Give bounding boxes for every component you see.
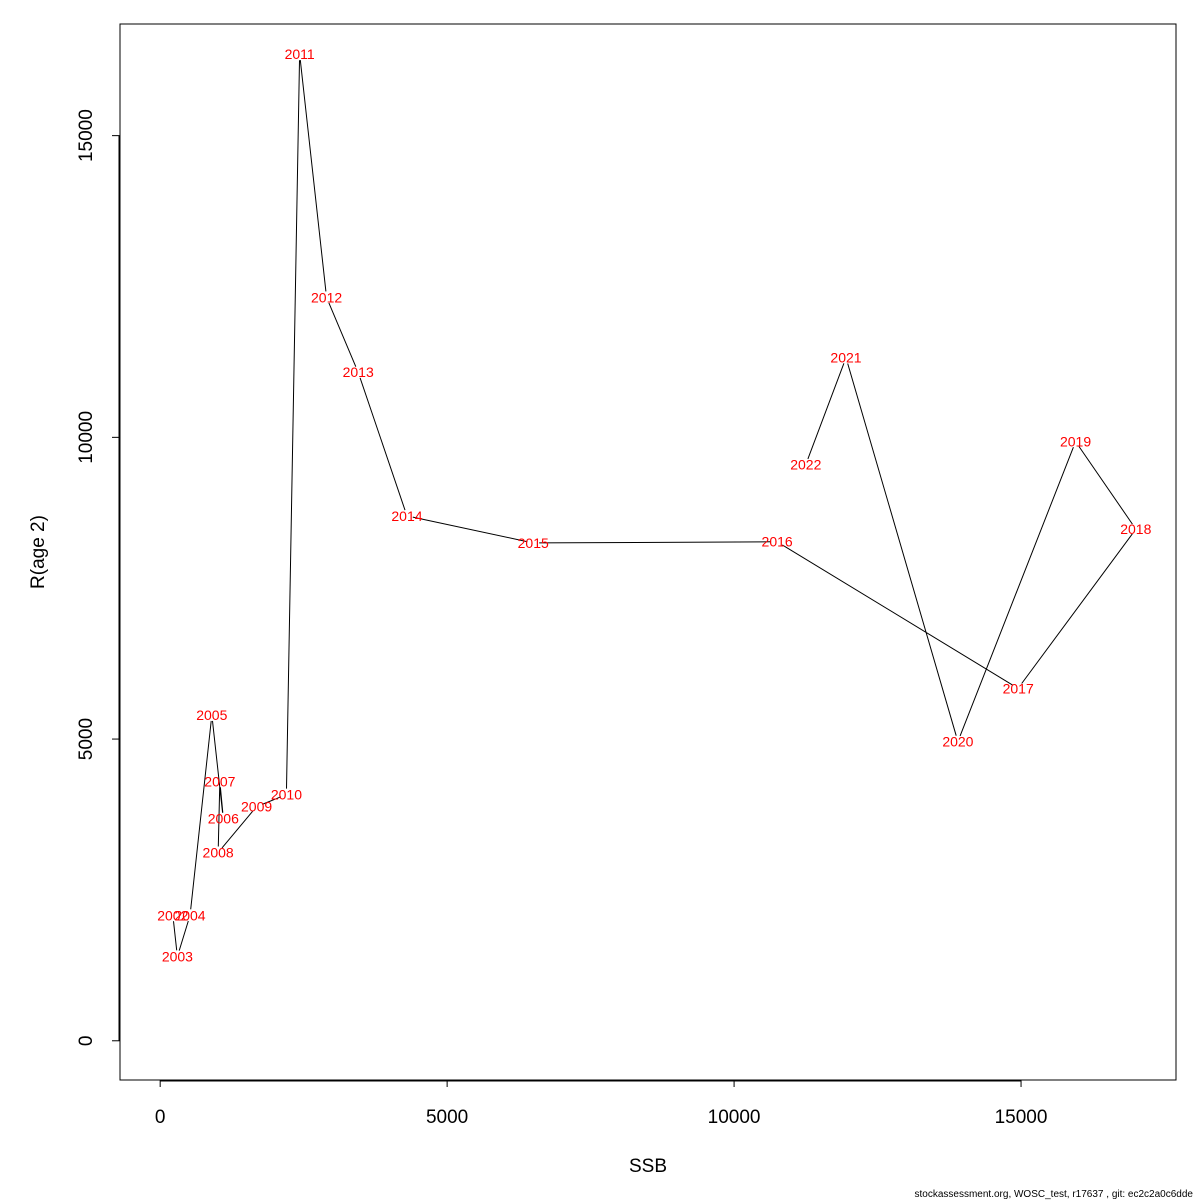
point-label-2005: 2005 <box>196 707 227 723</box>
y-tick-label: 15000 <box>76 109 97 162</box>
point-label-2015: 2015 <box>518 535 549 551</box>
series-line <box>173 60 1133 951</box>
point-label-2021: 2021 <box>830 350 861 366</box>
y-tick-label: 5000 <box>76 718 97 760</box>
point-label-2019: 2019 <box>1060 434 1091 450</box>
y-axis: 0 5000 10000 15000 <box>76 109 120 1046</box>
point-label-2012: 2012 <box>311 289 342 305</box>
point-label-2018: 2018 <box>1120 521 1151 537</box>
point-label-2002: 2002 <box>157 907 188 923</box>
point-label-2014: 2014 <box>391 508 422 524</box>
point-label-2016: 2016 <box>762 534 793 550</box>
x-axis: 0 5000 10000 15000 <box>155 1080 1048 1128</box>
point-label-2004: 2004 <box>174 907 205 923</box>
x-tick-label: 15000 <box>995 1107 1048 1128</box>
point-label-2009: 2009 <box>241 799 272 815</box>
point-label-2010: 2010 <box>271 787 302 803</box>
x-tick-label: 5000 <box>426 1107 468 1128</box>
point-label-2008: 2008 <box>203 845 234 861</box>
point-label-2011: 2011 <box>285 46 315 62</box>
y-tick-label: 0 <box>76 1035 97 1046</box>
point-label-2020: 2020 <box>942 733 973 749</box>
point-label-2013: 2013 <box>343 364 374 380</box>
point-label-2006: 2006 <box>208 811 239 827</box>
y-axis-title: R(age 2) <box>28 515 49 589</box>
point-label-2022: 2022 <box>790 457 821 473</box>
x-axis-title: SSB <box>629 1156 667 1177</box>
point-label-2017: 2017 <box>1003 680 1034 696</box>
y-tick-label: 10000 <box>76 411 97 464</box>
x-tick-label: 10000 <box>708 1107 761 1128</box>
footer-text: stockassessment.org, WOSC_test, r17637 ,… <box>915 1189 1194 1200</box>
x-tick-label: 0 <box>155 1107 166 1128</box>
plot-frame <box>119 23 1177 1081</box>
point-label-2007: 2007 <box>204 773 235 789</box>
point-label-2003: 2003 <box>162 948 193 964</box>
